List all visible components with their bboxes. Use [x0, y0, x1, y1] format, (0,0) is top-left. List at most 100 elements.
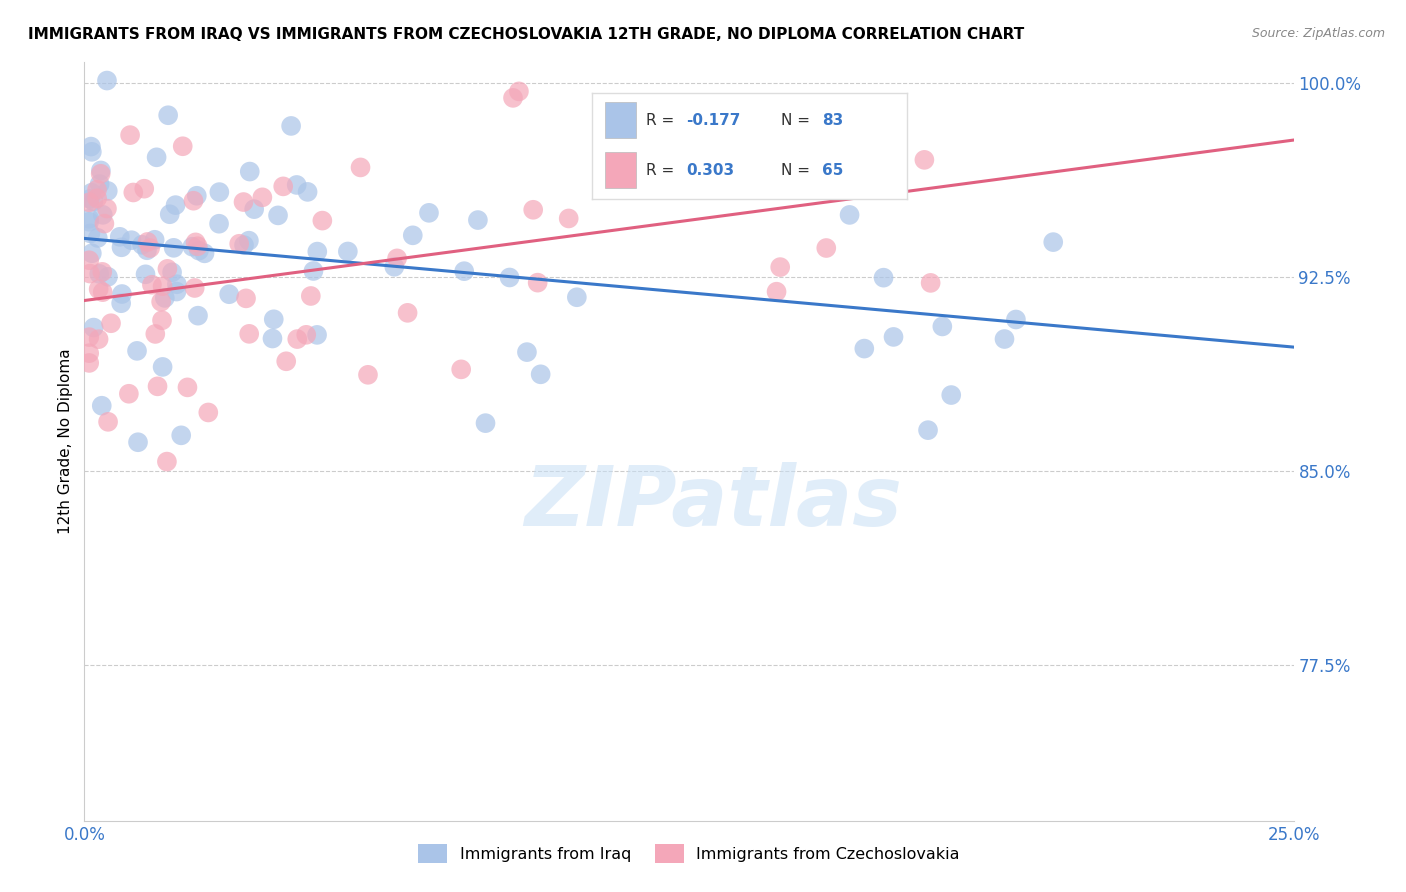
- Point: [186, 188, 208, 202]
- Point: [156, 261, 179, 276]
- Point: [307, 244, 329, 259]
- Point: [263, 312, 285, 326]
- Point: [110, 296, 132, 310]
- Point: [108, 229, 131, 244]
- Point: [993, 332, 1015, 346]
- Point: [90, 399, 112, 413]
- Point: [136, 235, 159, 249]
- Point: [89, 177, 111, 191]
- Point: [77, 195, 100, 210]
- Point: [150, 313, 173, 327]
- Point: [160, 265, 183, 279]
- Point: [93, 217, 115, 231]
- Point: [872, 270, 894, 285]
- Point: [131, 237, 153, 252]
- Point: [111, 287, 134, 301]
- Point: [156, 454, 179, 468]
- Point: [91, 285, 114, 300]
- Point: [77, 356, 100, 370]
- Point: [280, 119, 302, 133]
- Point: [402, 228, 425, 243]
- Point: [239, 164, 262, 178]
- Point: [110, 240, 132, 254]
- Point: [152, 279, 174, 293]
- Point: [166, 277, 188, 292]
- Point: [815, 241, 838, 255]
- Point: [187, 244, 209, 258]
- Point: [235, 291, 257, 305]
- Point: [79, 227, 101, 241]
- Point: [232, 194, 254, 209]
- Point: [238, 234, 260, 248]
- Point: [184, 235, 207, 250]
- Legend: Immigrants from Iraq, Immigrants from Czechoslovakia: Immigrants from Iraq, Immigrants from Cz…: [412, 838, 966, 870]
- Text: ZIPatlas: ZIPatlas: [524, 462, 903, 542]
- Point: [396, 306, 419, 320]
- Point: [86, 191, 108, 205]
- Point: [80, 145, 103, 159]
- Point: [96, 202, 118, 216]
- Point: [150, 294, 173, 309]
- Point: [127, 435, 149, 450]
- Point: [1042, 235, 1064, 249]
- Point: [297, 185, 319, 199]
- Point: [228, 236, 250, 251]
- Point: [96, 73, 118, 87]
- Point: [285, 178, 308, 192]
- Point: [941, 388, 963, 402]
- Point: [134, 182, 156, 196]
- Point: [118, 386, 141, 401]
- Point: [838, 208, 860, 222]
- Point: [307, 327, 329, 342]
- Point: [125, 343, 148, 358]
- Text: Source: ZipAtlas.com: Source: ZipAtlas.com: [1251, 27, 1385, 40]
- Point: [163, 241, 186, 255]
- Point: [165, 198, 187, 212]
- Point: [193, 246, 215, 260]
- Point: [91, 265, 114, 279]
- Point: [262, 331, 284, 345]
- Point: [295, 327, 318, 342]
- Point: [931, 319, 953, 334]
- Point: [920, 276, 942, 290]
- Point: [276, 354, 298, 368]
- Point: [87, 332, 110, 346]
- Point: [77, 253, 100, 268]
- Point: [233, 238, 256, 252]
- Point: [565, 290, 588, 304]
- Point: [80, 186, 103, 200]
- Point: [86, 183, 108, 197]
- Point: [450, 362, 472, 376]
- Point: [83, 320, 105, 334]
- Point: [135, 268, 157, 282]
- Point: [166, 285, 188, 299]
- Point: [100, 316, 122, 330]
- Point: [267, 208, 290, 222]
- Point: [79, 267, 101, 281]
- Point: [172, 139, 194, 153]
- Point: [80, 246, 103, 260]
- Point: [79, 192, 101, 206]
- Point: [883, 330, 905, 344]
- Point: [97, 415, 120, 429]
- Point: [853, 342, 876, 356]
- Point: [252, 190, 274, 204]
- Point: [90, 163, 112, 178]
- Point: [385, 252, 408, 266]
- Point: [187, 239, 209, 253]
- Point: [89, 267, 111, 281]
- Point: [97, 184, 120, 198]
- Point: [912, 153, 935, 167]
- Point: [152, 359, 174, 374]
- Point: [299, 289, 322, 303]
- Point: [218, 287, 240, 301]
- Point: [77, 215, 100, 229]
- Point: [83, 194, 105, 209]
- Point: [243, 202, 266, 216]
- Point: [516, 345, 538, 359]
- Point: [143, 233, 166, 247]
- Point: [557, 211, 579, 226]
- Point: [530, 368, 553, 382]
- Point: [197, 405, 219, 419]
- Point: [502, 91, 524, 105]
